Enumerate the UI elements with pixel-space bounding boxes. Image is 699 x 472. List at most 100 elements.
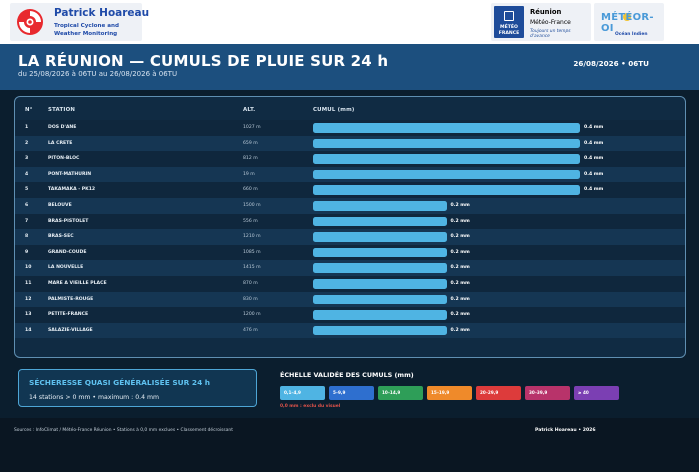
brand-name: Patrick Hoareau	[54, 7, 150, 19]
station-name: BRAS-PISTOLET	[48, 218, 89, 224]
rainfall-value: 0.2 mm	[450, 234, 470, 240]
meteofrance-logo-text: MÉTÉO FRANCE	[498, 25, 520, 36]
summary-title: SÉCHERESSE QUASI GÉNÉRALISÉE SUR 24 h	[29, 378, 211, 387]
row-number: 2	[25, 140, 29, 146]
station-name: PONT-MATHURIN	[48, 171, 92, 177]
legend-title: ÉCHELLE VALIDÉE DES CUMULS (mm)	[280, 371, 414, 379]
footer: Sources : InfoClimat / Météo-France Réun…	[0, 418, 699, 472]
rainfall-value: 0.4 mm	[584, 187, 604, 193]
station-altitude: 1500 m	[243, 203, 261, 208]
rainfall-bar	[313, 185, 580, 195]
legend-swatch: 5–9,9	[329, 386, 374, 400]
rainfall-bar	[313, 263, 447, 273]
table-row: 14 SALAZIE-VILLAGE 476 m 0.2 mm	[15, 322, 685, 339]
station-altitude: 476 m	[243, 327, 258, 333]
rainfall-value: 0.2 mm	[450, 203, 470, 208]
legend-swatch-label: ≥ 40	[578, 390, 589, 395]
footer-sources: Sources : InfoClimat / Météo-France Réun…	[14, 428, 233, 433]
station-altitude: 556 m	[243, 218, 258, 224]
rainfall-value: 0.2 mm	[450, 218, 470, 224]
table-row: 8 BRAS-SEC 1210 m 0.2 mm	[15, 229, 685, 245]
table-row: 13 PETITE-FRANCE 1200 m 0.2 mm	[15, 307, 685, 323]
meteor-oi-logo-block: MÉTÉOR-OI Océan Indien	[594, 3, 664, 41]
legend-swatch: ≥ 40	[574, 386, 619, 400]
column-header-cumul: CUMUL (mm)	[313, 107, 355, 113]
meteofrance-name: Météo-France	[530, 19, 571, 26]
legend-note: 0,0 mm : exclu du visuel	[280, 404, 341, 409]
rainfall-value: 0.2 mm	[450, 312, 470, 318]
legend-swatch-label: 15–19,9	[431, 390, 450, 395]
meteor-oi-name: MÉTÉOR-OI	[601, 12, 654, 34]
legend-swatch: 15–19,9	[427, 386, 472, 400]
table-row: 6 BELOUVE 1500 m 0.2 mm	[15, 198, 685, 214]
meteofrance-logo: MÉTÉO FRANCE	[494, 6, 524, 38]
table-row: 7 BRAS-PISTOLET 556 m 0.2 mm	[15, 213, 685, 230]
rainfall-bar	[313, 216, 447, 227]
station-name: LA CRETE	[48, 140, 73, 146]
rainfall-bar	[313, 247, 447, 258]
station-name: PITON-BLOC	[48, 156, 80, 162]
cyclone-icon	[17, 9, 43, 35]
header-date: 26/08/2026 • 06TU	[573, 59, 649, 68]
legend-swatch: 10–14,9	[378, 386, 423, 400]
row-number: 6	[25, 203, 29, 208]
station-name: DOS D'ANE	[48, 125, 77, 130]
station-name: TAKAMAKA - PK12	[48, 187, 96, 193]
meteofrance-mark-icon	[504, 11, 514, 21]
page-title: LA RÉUNION — CUMULS DE PLUIE SUR 24 h	[18, 52, 389, 70]
rainfall-value: 0.4 mm	[584, 140, 604, 146]
station-altitude: 830 m	[243, 296, 258, 302]
rainfall-table-panel: N° STATION ALT. CUMUL (mm) 1 DOS D'ANE 102…	[14, 96, 686, 358]
sun-icon	[623, 13, 631, 21]
station-name: BELOUVE	[48, 203, 72, 208]
legend-swatch-label: 10–14,9	[382, 390, 401, 395]
meteofrance-tagline: Toujours un temps d'avance	[530, 29, 571, 39]
station-altitude: 1200 m	[243, 312, 261, 318]
meteofrance-logo-block: MÉTÉO FRANCE Réunion Météo-France Toujou…	[491, 3, 591, 41]
station-name: MARE A VIEILLE PLACE	[48, 281, 107, 286]
rainfall-bar	[313, 123, 580, 133]
row-number: 13	[25, 312, 32, 318]
table-row: 9 GRAND-COUDE 1085 m 0.2 mm	[15, 244, 685, 261]
rainfall-bar	[313, 325, 447, 336]
station-name: GRAND-COUDE	[48, 249, 87, 255]
meteofrance-region: Réunion	[530, 8, 562, 16]
station-altitude: 660 m	[243, 187, 258, 193]
station-name: BRAS-SEC	[48, 234, 74, 240]
column-header-alt: ALT.	[243, 107, 256, 113]
station-name: PETITE-FRANCE	[48, 312, 89, 318]
table-row: 11 MARE A VIEILLE PLACE 870 m 0.2 mm	[15, 276, 685, 292]
rainfall-bar	[313, 154, 580, 164]
legend-swatch-label: 30–39,9	[529, 390, 548, 395]
station-altitude: 659 m	[243, 140, 258, 146]
table-header: N° STATION ALT. CUMUL (mm)	[15, 97, 685, 121]
table-row: 4 PONT-MATHURIN 19 m 0.4 mm	[15, 166, 685, 183]
table-row: 10 LA NOUVELLE 1415 m 0.2 mm	[15, 260, 685, 276]
row-number: 1	[25, 125, 29, 130]
table-row: 12 PALMISTE-ROUGE 830 m 0.2 mm	[15, 291, 685, 308]
page-subtitle: du 25/08/2026 à 06TU au 26/08/2026 à 06T…	[18, 70, 178, 78]
row-number: 3	[25, 156, 29, 162]
row-number: 9	[25, 249, 29, 255]
station-altitude: 1027 m	[243, 125, 261, 130]
legend-swatch-label: 5–9,9	[333, 390, 346, 395]
brand-logo-block: Patrick Hoareau Tropical Cyclone and Wea…	[10, 3, 149, 41]
station-name: LA NOUVELLE	[48, 265, 84, 271]
legend-swatch: 30–39,9	[525, 386, 570, 400]
rainfall-value: 0.2 mm	[450, 249, 470, 255]
table-row: 2 LA CRETE 659 m 0.4 mm	[15, 135, 685, 152]
row-number: 5	[25, 187, 29, 193]
meteor-oi-sub: Océan Indien	[615, 32, 648, 37]
row-number: 12	[25, 296, 32, 302]
rainfall-bar	[313, 310, 447, 320]
rainfall-bar	[313, 201, 447, 211]
station-altitude: 812 m	[243, 156, 258, 162]
rainfall-value: 0.4 mm	[584, 125, 604, 130]
rainfall-value: 0.2 mm	[450, 327, 470, 333]
rainfall-value: 0.2 mm	[450, 281, 470, 286]
legend-swatch-label: 0,1–4,9	[284, 390, 301, 395]
legend-swatch: 0,1–4,9	[280, 386, 325, 400]
station-altitude: 1210 m	[243, 234, 261, 240]
page-header: LA RÉUNION — CUMULS DE PLUIE SUR 24 h du…	[0, 44, 699, 90]
station-altitude: 1415 m	[243, 265, 261, 271]
